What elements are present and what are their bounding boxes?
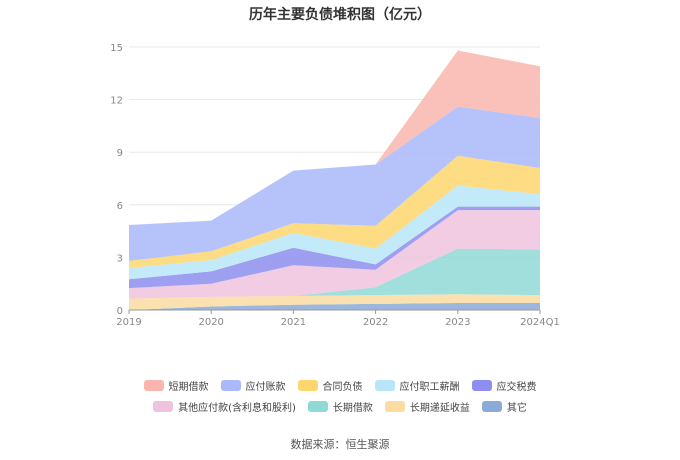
legend-item[interactable]: 短期借款 — [143, 378, 209, 393]
x-tick-label: 2019 — [116, 317, 141, 328]
area-layer — [129, 50, 540, 310]
series-area-1 — [129, 294, 540, 310]
legend-swatch — [384, 401, 405, 412]
series-area-4 — [129, 206, 540, 289]
series-area-2 — [129, 248, 540, 299]
legend-swatch — [481, 401, 502, 412]
legend-row-2: 其他应付款(含利息和股利) 长期借款 长期递延收益 其它 — [0, 399, 680, 414]
legend-row-1: 短期借款 应付账款 合同负债 应付职工薪酬 应交税费 — [0, 378, 680, 393]
legend-label: 应付账款 — [245, 382, 286, 393]
x-tick-label: 2023 — [445, 317, 470, 328]
source-note: 数据来源：恒生聚源 — [290, 438, 390, 451]
legend-item[interactable]: 应付账款 — [220, 378, 286, 393]
legend-swatch — [307, 401, 328, 412]
legend-item[interactable]: 长期借款 — [307, 399, 373, 414]
series-area-5 — [129, 185, 540, 280]
legend-item[interactable]: 合同负债 — [297, 378, 363, 393]
legend-swatch — [374, 380, 395, 391]
legend-swatch — [297, 380, 318, 391]
series-area-0 — [129, 303, 540, 310]
axis-layer: 0 3 6 9 12 15 2019 2020 2021 2022 2023 2024Q1 — [110, 43, 560, 328]
legend-label: 合同负债 — [322, 382, 363, 393]
x-tick-label: 2024Q1 — [520, 317, 560, 328]
legend-label: 其它 — [506, 403, 527, 414]
legend-swatch — [471, 380, 492, 391]
legend-swatch — [153, 401, 174, 412]
y-tick-label: 3 — [117, 253, 123, 264]
legend-label: 长期借款 — [332, 403, 373, 414]
series-area-3 — [129, 210, 540, 299]
y-tick-label: 0 — [117, 306, 123, 317]
legend-item[interactable]: 应付职工薪酬 — [374, 378, 460, 393]
x-tick-label: 2021 — [281, 317, 306, 328]
legend-item[interactable]: 长期递延收益 — [384, 399, 470, 414]
legend-label: 其他应付款(含利息和股利) — [178, 403, 296, 414]
legend-item[interactable]: 其他应付款(含利息和股利) — [153, 399, 296, 414]
y-tick-label: 15 — [110, 43, 123, 54]
series-area-7 — [129, 106, 540, 261]
y-tick-label: 9 — [117, 148, 123, 159]
x-tick-label: 2020 — [198, 317, 223, 328]
y-tick-label: 6 — [117, 201, 123, 212]
series-area-8 — [129, 50, 540, 225]
legend-label: 应交税费 — [496, 382, 537, 393]
legend-label: 短期借款 — [168, 382, 209, 393]
x-tick-label: 2022 — [363, 317, 388, 328]
legend-swatch — [220, 380, 241, 391]
chart-title: 历年主要负债堆积图（亿元） — [249, 7, 431, 23]
legend-item[interactable]: 其它 — [481, 399, 527, 414]
legend-label: 应付职工薪酬 — [399, 382, 460, 393]
legend-swatch — [143, 380, 164, 391]
series-area-6 — [129, 155, 540, 268]
y-tick-label: 12 — [110, 96, 123, 107]
legend-item[interactable]: 应交税费 — [471, 378, 537, 393]
legend-label: 长期递延收益 — [409, 403, 470, 414]
